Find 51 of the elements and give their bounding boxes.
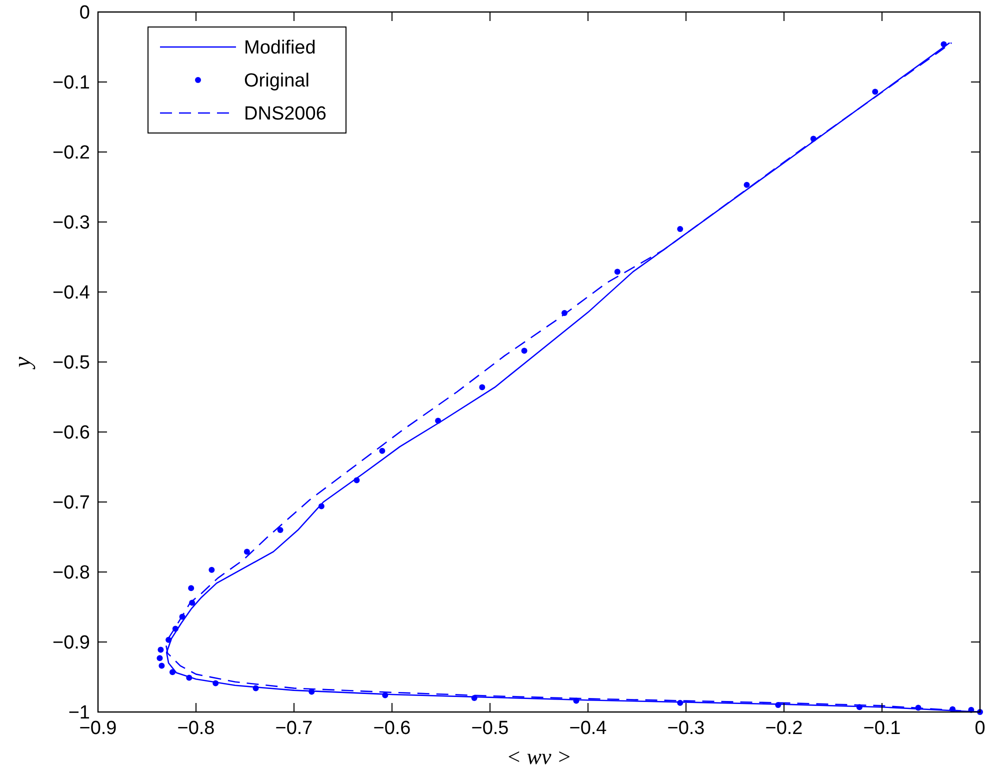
- y-tick-label: 0: [79, 2, 90, 24]
- point: [212, 680, 219, 686]
- point: [186, 674, 192, 681]
- point: [156, 655, 163, 662]
- point: [521, 348, 528, 354]
- legend-label: Original: [244, 70, 310, 92]
- point: [277, 527, 284, 533]
- y-tick-label: −0.6: [52, 422, 90, 444]
- point: [379, 448, 386, 454]
- x-tick-label: −0.2: [765, 718, 803, 739]
- y-tick-label: −0.1: [52, 72, 90, 94]
- point: [169, 669, 176, 676]
- y-tick-label: −0.8: [52, 562, 90, 584]
- point: [677, 700, 684, 706]
- y-tick-label: −1: [68, 702, 90, 724]
- point: [479, 384, 486, 390]
- point: [744, 182, 750, 188]
- y-tick-label: −0.3: [52, 212, 90, 234]
- point: [244, 548, 250, 555]
- x-tick-label: 0: [974, 718, 986, 739]
- x-tick-label: −0.3: [667, 718, 705, 739]
- legend-label: Modified: [244, 38, 316, 59]
- y-tick-label: −0.4: [52, 282, 90, 304]
- point: [208, 566, 215, 573]
- point: [775, 702, 782, 708]
- point: [354, 477, 360, 484]
- point: [158, 662, 165, 669]
- x-tick-label: −0.4: [569, 718, 608, 739]
- y-tick-label: −0.7: [52, 492, 90, 514]
- point: [872, 88, 878, 95]
- x-tick-label: −0.1: [863, 718, 901, 739]
- legend-label: DNS2006: [244, 104, 326, 125]
- x-tick-label: −0.7: [275, 718, 313, 739]
- point: [614, 268, 620, 275]
- x-axis-title: < wv >: [506, 744, 572, 769]
- point: [158, 646, 164, 653]
- y-tick-label: −0.2: [52, 142, 90, 164]
- point: [318, 503, 324, 510]
- y-tick-label: −0.5: [52, 352, 90, 374]
- point: [677, 226, 684, 232]
- point: [252, 685, 259, 692]
- x-tick-label: −0.8: [177, 718, 215, 739]
- point: [435, 418, 442, 424]
- point: [188, 585, 194, 592]
- y-axis-title: y: [10, 356, 36, 370]
- x-tick-label: −0.5: [471, 718, 509, 739]
- x-tick-label: −0.6: [373, 718, 411, 739]
- point: [382, 692, 388, 698]
- point: [471, 695, 478, 701]
- point: [940, 41, 947, 48]
- y-tick-label: −0.9: [52, 632, 90, 654]
